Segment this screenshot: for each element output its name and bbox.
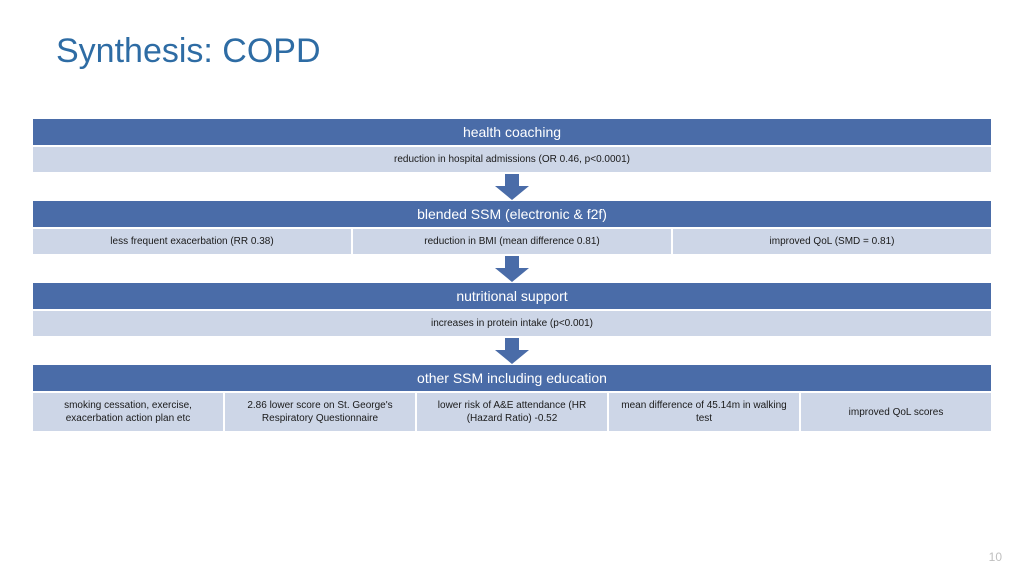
block-other-ssm: other SSM including education smoking ce…	[32, 364, 992, 432]
block-row: reduction in hospital admissions (OR 0.4…	[32, 146, 992, 173]
block-cell: smoking cessation, exercise, exacerbatio…	[32, 392, 224, 432]
block-cell: reduction in hospital admissions (OR 0.4…	[32, 146, 992, 173]
block-header: health coaching	[32, 118, 992, 146]
down-arrow-icon	[32, 337, 992, 364]
block-header: blended SSM (electronic & f2f)	[32, 200, 992, 228]
block-nutritional-support: nutritional support increases in protein…	[32, 282, 992, 337]
page-number: 10	[989, 550, 1002, 564]
flow-content: health coaching reduction in hospital ad…	[32, 118, 992, 432]
down-arrow-icon	[32, 173, 992, 200]
block-header: other SSM including education	[32, 364, 992, 392]
block-health-coaching: health coaching reduction in hospital ad…	[32, 118, 992, 173]
block-cell: reduction in BMI (mean difference 0.81)	[352, 228, 672, 255]
block-cell: increases in protein intake (p<0.001)	[32, 310, 992, 337]
block-blended-ssm: blended SSM (electronic & f2f) less freq…	[32, 200, 992, 255]
block-cell: lower risk of A&E attendance (HR (Hazard…	[416, 392, 608, 432]
block-cell: mean difference of 45.14m in walking tes…	[608, 392, 800, 432]
block-cell: less frequent exacerbation (RR 0.38)	[32, 228, 352, 255]
block-cell: improved QoL (SMD = 0.81)	[672, 228, 992, 255]
block-cell: 2.86 lower score on St. George's Respira…	[224, 392, 416, 432]
block-row: less frequent exacerbation (RR 0.38) red…	[32, 228, 992, 255]
block-header: nutritional support	[32, 282, 992, 310]
block-row: smoking cessation, exercise, exacerbatio…	[32, 392, 992, 432]
block-cell: improved QoL scores	[800, 392, 992, 432]
block-row: increases in protein intake (p<0.001)	[32, 310, 992, 337]
slide-title: Synthesis: COPD	[56, 32, 321, 71]
down-arrow-icon	[32, 255, 992, 282]
